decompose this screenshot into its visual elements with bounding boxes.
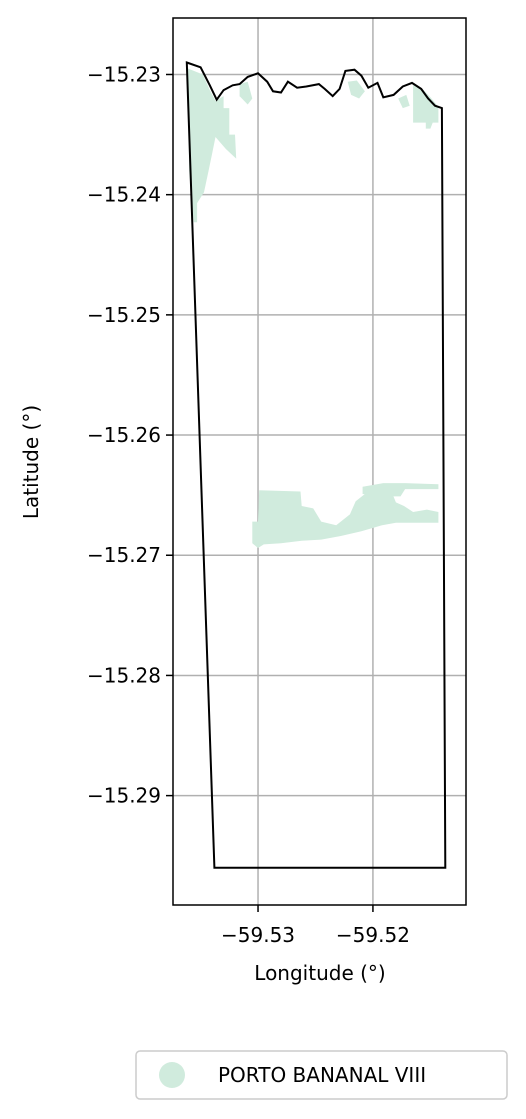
y-tick-label: −15.26 (87, 423, 161, 447)
y-tick-label: −15.25 (87, 303, 161, 327)
land-area-polygon (187, 68, 237, 223)
land-area-polygon (347, 80, 365, 99)
land-area-polygon (252, 490, 439, 548)
y-tick-label: −15.24 (87, 183, 161, 207)
plot-frame (172, 17, 467, 906)
property-boundary (185, 61, 447, 869)
land-area-polygon (239, 81, 253, 105)
y-axis-label: Latitude (°) (19, 405, 43, 519)
y-tick-label: −15.27 (87, 543, 161, 567)
legend-label: PORTO BANANAL VIII (218, 1063, 426, 1087)
y-tick-label: −15.23 (87, 62, 161, 86)
x-tick-label: −59.53 (221, 923, 295, 947)
land-area-polygon (362, 483, 439, 497)
legend-frame (135, 1050, 508, 1100)
y-tick-label: −15.28 (87, 663, 161, 687)
land-area-polygon (413, 82, 439, 129)
legend: PORTO BANANAL VIII (135, 1050, 508, 1100)
land-areas (187, 68, 439, 548)
x-axis-label: Longitude (°) (254, 961, 385, 985)
x-tick-label: −59.52 (336, 923, 410, 947)
grid-lines (173, 18, 466, 905)
land-area-polygon (398, 94, 410, 109)
x-ticks: −59.53 −59.52 (221, 905, 410, 947)
y-tick-label: −15.29 (87, 784, 161, 808)
legend-swatch (159, 1062, 185, 1088)
y-ticks: −15.23 −15.24 −15.25 −15.26 −15.27 −15.28 −15.… (87, 62, 173, 808)
